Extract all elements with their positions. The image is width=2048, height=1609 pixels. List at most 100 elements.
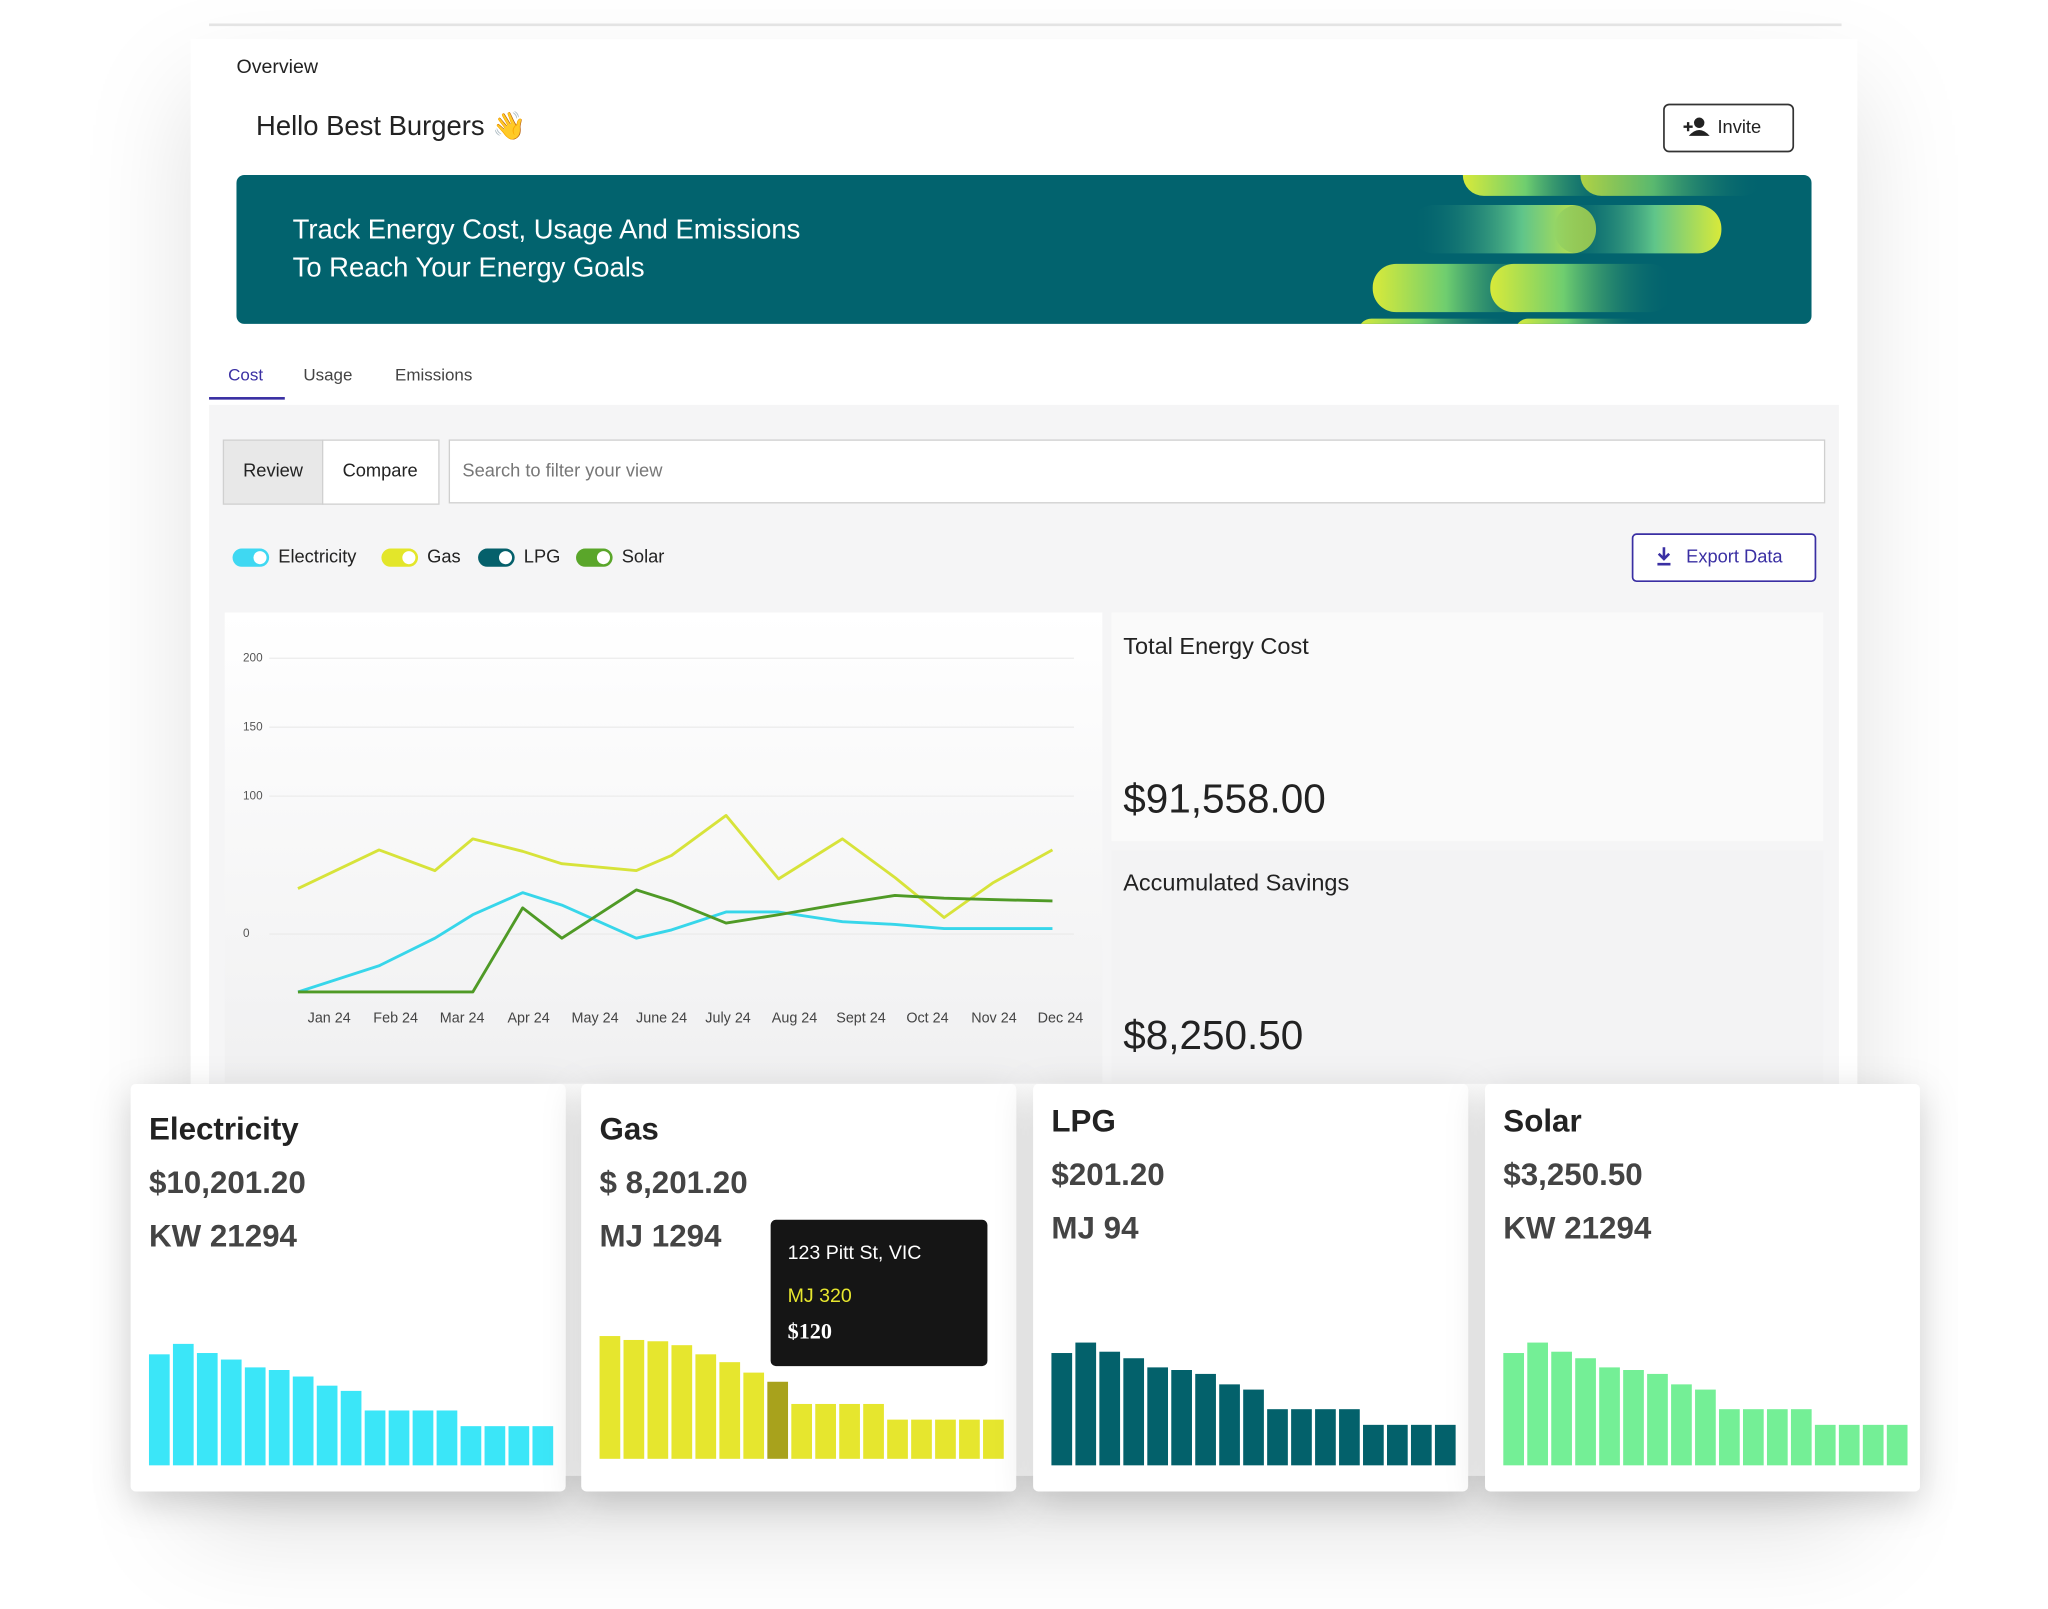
bar — [791, 1403, 813, 1459]
invite-button[interactable]: Invite — [1663, 103, 1795, 153]
tooltip-cost: $120 — [788, 1319, 832, 1344]
bar — [508, 1426, 530, 1466]
summary-value: $8,250.50 — [1123, 1012, 1303, 1058]
banner: Track Energy Cost, Usage And Emissions T… — [236, 175, 1812, 324]
card-cost: $10,201.20 — [149, 1165, 306, 1200]
filter-toggle[interactable]: Solar — [576, 545, 665, 567]
card-title: Gas — [600, 1111, 659, 1146]
x-tick-label: Oct 24 — [906, 1010, 948, 1026]
x-tick-label: July 24 — [705, 1010, 751, 1026]
bar — [1647, 1373, 1668, 1466]
bar — [1551, 1351, 1572, 1466]
y-tick-label: 200 — [243, 651, 263, 664]
view-toggle: Review Compare — [222, 439, 440, 505]
bar — [1410, 1424, 1432, 1466]
line-chart: 0 100 150 200 Jan 24 Feb 24 Mar 24 Apr 24 May 24… — [243, 651, 1083, 1026]
toggle-option[interactable]: Review — [243, 459, 304, 480]
line-series — [297, 891, 1053, 994]
breadcrumb: Overview — [236, 56, 318, 78]
invite-label[interactable]: Invite — [1717, 116, 1761, 137]
toggle-knob[interactable] — [596, 551, 610, 565]
export-button[interactable]: Export Data — [1631, 533, 1817, 583]
bar — [1267, 1409, 1288, 1466]
card-cost: $ 8,201.20 — [600, 1165, 748, 1200]
bar — [719, 1362, 741, 1459]
bar — [172, 1343, 194, 1466]
bar — [1503, 1353, 1525, 1466]
card-usage: KW 21294 — [149, 1218, 298, 1253]
cards: Electricity $10,201.20 KW 21294 Gas $ 8,201.… — [130, 1083, 1920, 1492]
tooltip: 123 Pitt St, VIC MJ 320 $120 — [770, 1219, 988, 1367]
bar — [1527, 1342, 1548, 1466]
filter-toggle[interactable]: Gas — [381, 545, 461, 567]
filter-toggle[interactable]: LPG — [478, 545, 561, 567]
x-tick-label: Mar 24 — [440, 1010, 485, 1026]
toggle-knob[interactable] — [498, 551, 513, 565]
summary-card: Accumulated Savings $8,250.50 — [1111, 850, 1824, 1083]
bar — [268, 1370, 290, 1466]
bar — [1790, 1409, 1812, 1466]
tab[interactable]: Usage — [303, 366, 352, 385]
energy-card: LPG $201.20 MJ 94 — [1033, 1083, 1469, 1492]
bar — [815, 1403, 836, 1459]
search-placeholder[interactable]: Search to filter your view — [462, 459, 663, 480]
bar — [671, 1345, 693, 1459]
bar — [623, 1339, 645, 1459]
toggle-knob[interactable] — [253, 551, 267, 565]
bar — [1339, 1409, 1360, 1466]
chart-panel — [224, 612, 1103, 1083]
filter-label[interactable]: Electricity — [278, 545, 357, 566]
tab[interactable]: Emissions — [395, 366, 472, 385]
card-cost: $201.20 — [1051, 1157, 1164, 1192]
bar — [1291, 1409, 1312, 1466]
card-title: Solar — [1503, 1103, 1581, 1138]
x-tick-label: Sept 24 — [836, 1010, 886, 1026]
card-usage: MJ 1294 — [600, 1218, 722, 1253]
bar — [1814, 1424, 1836, 1466]
bar — [695, 1354, 717, 1459]
tooltip-address: 123 Pitt St, VIC — [788, 1242, 922, 1264]
filter-label[interactable]: Solar — [622, 545, 665, 566]
bar — [647, 1341, 669, 1459]
card-title: Electricity — [149, 1111, 299, 1146]
x-tick-label: May 24 — [572, 1010, 619, 1026]
bar — [340, 1390, 362, 1466]
filter-label[interactable]: Gas — [427, 545, 461, 566]
bar — [599, 1336, 621, 1459]
line-series — [297, 814, 1054, 919]
bar — [1147, 1367, 1169, 1466]
x-tick-label: Apr 24 — [507, 1010, 549, 1026]
bar — [1171, 1370, 1192, 1466]
filter-toggle[interactable]: Electricity — [232, 545, 358, 567]
bar — [460, 1426, 482, 1466]
bar — [983, 1419, 1004, 1459]
bar — [1671, 1384, 1692, 1466]
bar — [1051, 1353, 1073, 1466]
bar — [1719, 1409, 1740, 1466]
x-tick-label: Dec 24 — [1038, 1010, 1084, 1026]
bar — [220, 1359, 242, 1466]
toggle-option[interactable]: Compare — [343, 459, 418, 480]
bar — [1766, 1409, 1788, 1466]
card-cost: $3,250.50 — [1503, 1157, 1642, 1192]
energy-card: Solar $3,250.50 KW 21294 — [1485, 1083, 1920, 1492]
x-tick-label: Nov 24 — [971, 1010, 1017, 1026]
bar — [1219, 1384, 1240, 1466]
bar — [1862, 1424, 1884, 1466]
bar — [1434, 1424, 1456, 1466]
bar — [1243, 1389, 1264, 1466]
filter-label[interactable]: LPG — [524, 545, 561, 566]
bar — [959, 1419, 980, 1459]
y-tick-label: 0 — [243, 927, 250, 940]
bar — [1575, 1358, 1596, 1466]
toggle-knob[interactable] — [402, 551, 416, 565]
tab[interactable]: Cost — [228, 366, 263, 385]
bar — [1075, 1342, 1097, 1466]
export-label[interactable]: Export Data — [1686, 545, 1783, 566]
search-box[interactable]: Search to filter your view — [448, 439, 1826, 504]
x-tick-label: June 24 — [636, 1010, 687, 1026]
bar — [1123, 1358, 1145, 1466]
bar — [412, 1410, 434, 1466]
bar — [532, 1426, 554, 1466]
summary-title: Accumulated Savings — [1123, 869, 1349, 895]
